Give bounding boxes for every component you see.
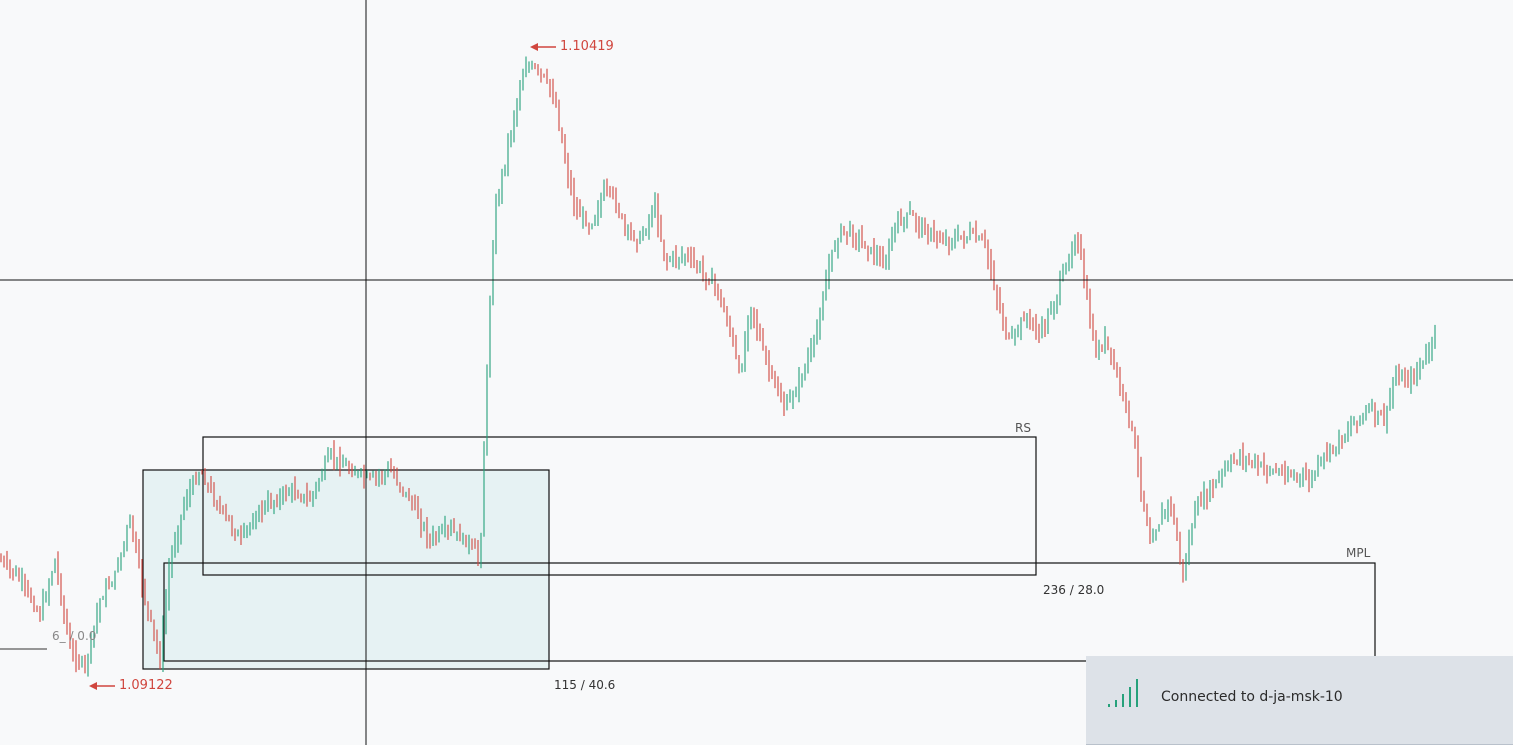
connection-notification[interactable]: Connected to d-ja-msk-10 xyxy=(1086,656,1513,745)
left-box-stat: 6_ / 0.0 xyxy=(52,629,97,643)
rs-box-stat: 236 / 28.0 xyxy=(1043,583,1105,597)
connection-message: Connected to d-ja-msk-10 xyxy=(1161,689,1343,705)
high-arrow-icon xyxy=(530,43,556,51)
rs-range-box[interactable] xyxy=(202,436,1037,576)
signal-strength-icon xyxy=(1108,679,1138,707)
shaded-range-box[interactable] xyxy=(142,469,550,670)
high-price-label: 1.10419 xyxy=(560,39,614,54)
low-arrow-icon xyxy=(89,682,115,690)
shaded-box-stat: 115 / 40.6 xyxy=(554,678,616,692)
mpl-range-box[interactable] xyxy=(163,562,1376,662)
mpl-box-label: MPL xyxy=(1346,546,1371,560)
low-price-label: 1.09122 xyxy=(119,678,173,693)
candlestick-series xyxy=(0,56,1436,677)
rs-box-label: RS xyxy=(1015,421,1031,435)
